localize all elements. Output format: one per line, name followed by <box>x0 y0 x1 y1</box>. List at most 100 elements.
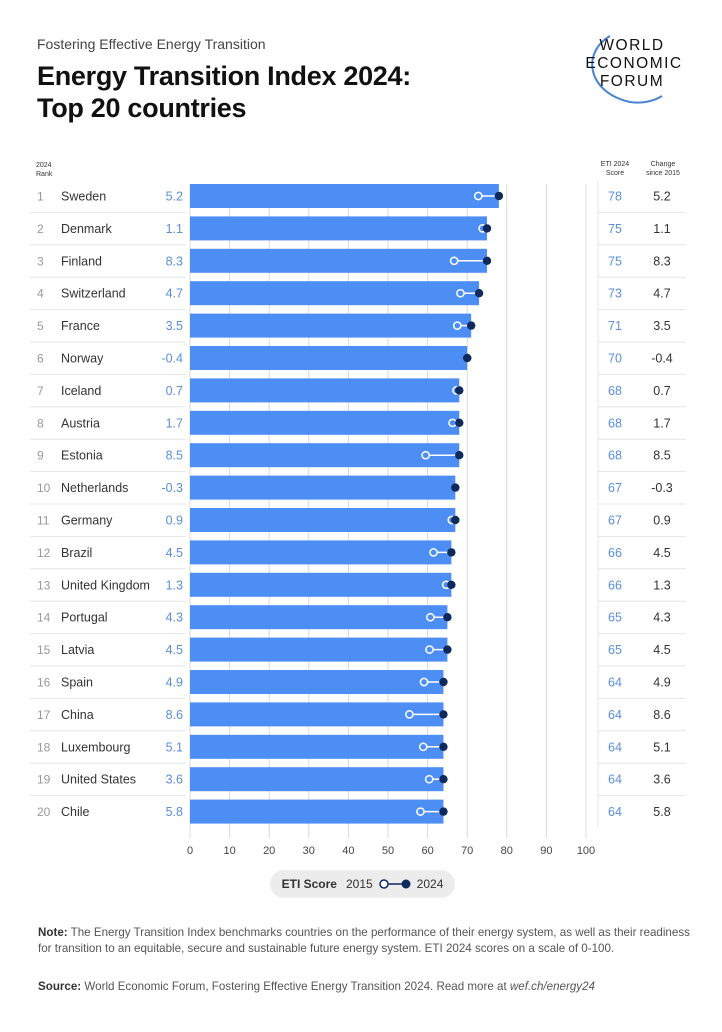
score-value: 67 <box>608 514 622 528</box>
change-label: 0.9 <box>166 514 183 528</box>
rank: 9 <box>37 449 44 463</box>
bar <box>190 734 444 759</box>
x-tick-label: 80 <box>501 845 513 857</box>
point-2024 <box>474 289 484 298</box>
point-2024 <box>447 548 456 557</box>
legend-label: ETI Score <box>281 877 337 891</box>
point-2015 <box>424 774 434 784</box>
change-header-line: since 2015 <box>646 170 680 177</box>
rank: 6 <box>37 352 44 366</box>
rank: 7 <box>37 384 44 398</box>
change-value: 3.6 <box>653 773 670 787</box>
point-2024 <box>482 224 492 233</box>
change-value: 5.1 <box>653 740 670 754</box>
rank: 3 <box>37 254 44 268</box>
country-name: Netherlands <box>61 481 128 495</box>
change-label: 4.3 <box>166 611 183 625</box>
country-name: China <box>61 708 94 722</box>
change-label: 5.8 <box>166 805 183 819</box>
change-label: 1.3 <box>166 578 183 592</box>
x-tick-label: 100 <box>577 845 595 857</box>
score-value: 65 <box>608 611 622 625</box>
x-tick-label: 30 <box>303 845 315 857</box>
point-2024 <box>482 256 492 265</box>
bar <box>190 767 444 792</box>
change-value: 4.5 <box>653 643 670 657</box>
score-value: 75 <box>608 222 622 236</box>
change-label: 4.7 <box>166 287 183 301</box>
legend-2015: 2015 <box>345 877 373 891</box>
point-2015 <box>425 645 434 654</box>
country-name: Norway <box>61 352 104 366</box>
x-tick-label: 90 <box>540 845 552 857</box>
rank: 1 <box>37 190 44 204</box>
rank: 8 <box>37 416 44 430</box>
change-value: -0.3 <box>651 481 673 495</box>
country-name: Latvia <box>61 643 94 657</box>
country-name: Spain <box>61 676 93 690</box>
point-2024 <box>455 451 464 460</box>
rank-header: 2024 Rank <box>36 161 52 179</box>
change-label: 4.9 <box>166 676 183 690</box>
country-name: Estonia <box>61 449 103 463</box>
score-value: 68 <box>608 449 622 463</box>
country-name: Switzerland <box>61 287 126 301</box>
point-2024 <box>463 353 472 363</box>
point-2015 <box>419 677 429 687</box>
score-header-line: ETI 2024 <box>600 161 630 168</box>
country-name: Austria <box>61 416 100 430</box>
point-2015 <box>452 321 462 330</box>
logo-line-1: WORLD <box>599 37 664 54</box>
change-value: 8.5 <box>653 449 670 463</box>
bar <box>190 313 472 338</box>
change-label: -0.3 <box>161 481 183 495</box>
country-name: Germany <box>61 514 113 528</box>
title-line-1: Energy Transition Index 2024: <box>37 61 411 91</box>
change-label: 1.1 <box>166 222 183 236</box>
change-label: 5.2 <box>166 190 183 204</box>
source-link[interactable]: wef.ch/energy24 <box>509 980 595 993</box>
rank: 15 <box>37 643 51 657</box>
bar <box>190 216 487 241</box>
change-label: 0.7 <box>166 384 183 398</box>
x-tick-label: 0 <box>187 845 193 857</box>
country-name: France <box>61 319 100 333</box>
legend: ETI Score 2015 2024 <box>270 870 455 898</box>
logo-line-3: FORUM <box>600 73 664 90</box>
country-name: Chile <box>61 805 90 819</box>
country-name: Sweden <box>61 190 106 204</box>
score-value: 66 <box>608 546 622 560</box>
bar <box>190 799 444 824</box>
bar <box>190 281 480 306</box>
country-name: Luxembourg <box>61 740 131 754</box>
point-2015 <box>426 612 435 622</box>
change-value: 8.3 <box>653 254 670 268</box>
score-value: 70 <box>608 352 622 366</box>
point-2015 <box>421 450 430 460</box>
point-2015 <box>473 191 483 201</box>
note: Note: The Energy Transition Index benchm… <box>38 925 698 957</box>
point-2024 <box>439 677 448 687</box>
change-label: 4.5 <box>166 643 183 657</box>
bar <box>190 508 456 532</box>
change-value: 5.2 <box>653 190 670 204</box>
source: Source: World Economic Forum, Fostering … <box>38 980 595 993</box>
score-value: 68 <box>608 384 622 398</box>
change-value: 4.7 <box>653 287 670 301</box>
country-name: United Kingdom <box>61 578 150 592</box>
change-header: Change since 2015 <box>642 160 684 178</box>
wef-logo: WORLD ECONOMIC FORUM <box>585 35 681 104</box>
x-tick-label: 40 <box>342 845 354 857</box>
change-value: 4.9 <box>653 676 670 690</box>
source-label: Source: <box>38 980 82 993</box>
change-label: 8.5 <box>166 449 183 463</box>
change-value: 1.1 <box>653 222 670 236</box>
point-2015 <box>456 288 465 298</box>
point-2024 <box>439 742 448 751</box>
change-label: 8.3 <box>166 254 183 268</box>
change-value: 1.3 <box>653 578 670 592</box>
point-2015 <box>418 742 428 752</box>
score-value: 64 <box>608 805 622 819</box>
score-value: 66 <box>608 578 622 592</box>
change-label: -0.4 <box>161 352 183 366</box>
